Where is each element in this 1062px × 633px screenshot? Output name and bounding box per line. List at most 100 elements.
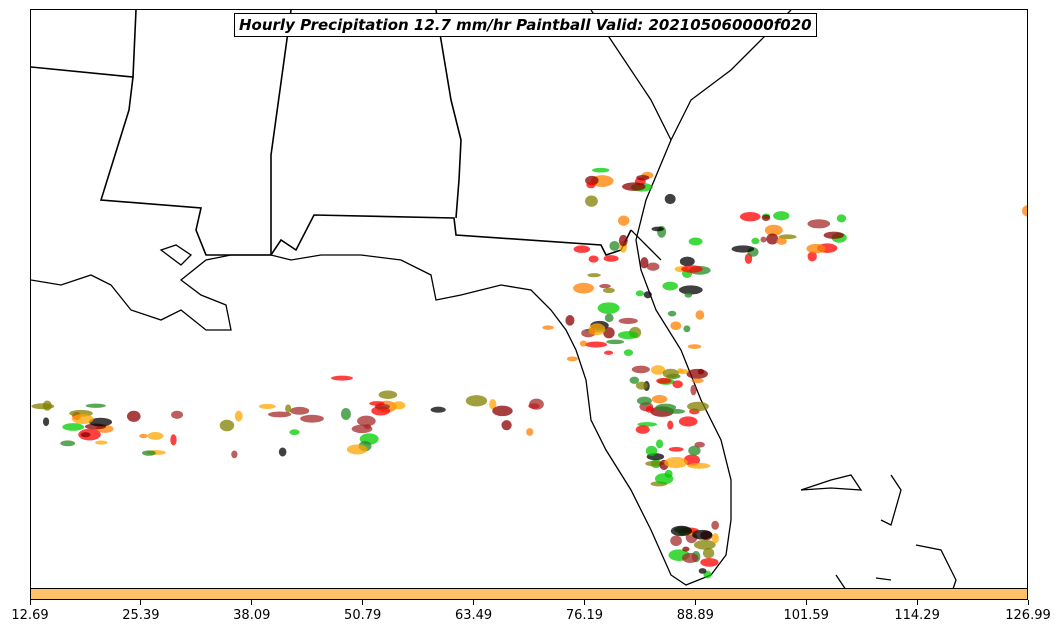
precip-blob bbox=[592, 167, 610, 173]
precip-blob bbox=[378, 390, 398, 400]
precip-blob bbox=[430, 406, 446, 413]
precip-blob bbox=[807, 251, 817, 262]
precip-blob bbox=[268, 411, 292, 418]
precip-blob bbox=[667, 409, 686, 414]
precip-blob bbox=[683, 454, 701, 466]
precip-blob bbox=[579, 340, 588, 347]
precip-blob bbox=[677, 368, 684, 374]
colorbar-tick-label: 76.19 bbox=[565, 608, 604, 623]
precip-blob bbox=[585, 195, 598, 207]
precip-blob bbox=[646, 262, 660, 271]
precip-blob bbox=[687, 401, 709, 412]
precip-blob bbox=[602, 287, 615, 293]
precip-blob bbox=[664, 193, 676, 205]
precip-blob bbox=[678, 285, 703, 295]
precip-blob bbox=[697, 368, 705, 375]
precip-blob bbox=[369, 401, 385, 406]
precip-blob bbox=[42, 417, 50, 427]
precip-blob bbox=[501, 420, 512, 431]
precip-blob bbox=[670, 321, 682, 331]
precip-blob bbox=[683, 325, 691, 333]
precip-blob bbox=[640, 257, 649, 269]
precip-blob bbox=[645, 406, 654, 413]
precip-blob bbox=[285, 404, 292, 414]
precip-blob bbox=[686, 368, 708, 379]
precip-blob bbox=[42, 400, 52, 411]
colorbar-tick bbox=[362, 600, 364, 605]
colorbar-tick bbox=[29, 600, 31, 605]
state-borders bbox=[31, 10, 632, 256]
precip-blob bbox=[643, 291, 652, 299]
precip-blob bbox=[751, 237, 760, 245]
precip-blob bbox=[691, 378, 704, 384]
map-canvas bbox=[31, 10, 1027, 596]
precip-blob bbox=[126, 410, 141, 422]
coastline bbox=[31, 10, 957, 596]
precip-blob bbox=[289, 429, 300, 436]
precip-blob bbox=[645, 445, 658, 457]
precip-blob bbox=[761, 214, 771, 221]
precip-blob bbox=[604, 350, 614, 355]
precip-blob bbox=[604, 313, 614, 323]
colorbar-tick bbox=[805, 600, 807, 605]
precip-blob bbox=[654, 473, 674, 485]
precip-blob bbox=[60, 440, 76, 447]
precip-blob bbox=[147, 432, 164, 440]
precip-blob bbox=[731, 245, 755, 253]
precip-blob bbox=[690, 384, 697, 396]
precip-blob bbox=[664, 456, 688, 469]
precip-blob bbox=[702, 547, 715, 559]
precip-blob bbox=[1022, 205, 1027, 217]
colorbar-tick-label: 88.89 bbox=[676, 608, 714, 623]
precip-blob bbox=[599, 284, 611, 289]
precip-blob bbox=[542, 325, 554, 330]
colorbar-tick bbox=[473, 600, 475, 605]
precip-blob bbox=[651, 226, 664, 232]
colorbar bbox=[30, 588, 1028, 600]
precip-blob bbox=[776, 237, 787, 245]
precip-blob bbox=[391, 401, 406, 410]
colorbar-tick bbox=[251, 600, 253, 605]
precip-blob bbox=[340, 408, 351, 420]
precip-blob bbox=[170, 434, 177, 446]
colorbar-tick bbox=[140, 600, 142, 605]
precip-blob bbox=[622, 182, 646, 191]
colorbar-tick bbox=[1027, 600, 1029, 605]
precip-blob bbox=[681, 265, 703, 273]
precip-blob bbox=[139, 433, 148, 439]
map-title: Hourly Precipitation 12.7 mm/hr Paintbal… bbox=[234, 13, 817, 37]
precip-blob bbox=[766, 233, 779, 245]
precip-blob bbox=[711, 533, 719, 544]
precip-blob bbox=[668, 446, 684, 452]
precip-blob bbox=[588, 327, 595, 335]
precip-blob bbox=[597, 302, 620, 314]
precip-blob bbox=[806, 243, 826, 254]
precip-blob bbox=[258, 403, 276, 409]
precip-blob bbox=[300, 414, 324, 423]
colorbar-tick bbox=[694, 600, 696, 605]
precip-blob bbox=[635, 425, 650, 434]
precip-blob bbox=[95, 440, 108, 445]
precip-blob bbox=[656, 377, 672, 384]
precip-blob bbox=[656, 439, 664, 449]
precip-blob bbox=[679, 256, 695, 267]
precip-blob bbox=[695, 310, 705, 320]
precip-blob bbox=[688, 237, 703, 246]
colorbar-tick-label: 25.39 bbox=[122, 608, 160, 623]
precip-blob bbox=[618, 317, 638, 324]
precip-blob bbox=[526, 428, 534, 436]
precip-blob bbox=[618, 234, 628, 247]
precip-blob bbox=[682, 552, 699, 563]
colorbar-tick-label: 101.59 bbox=[783, 608, 829, 623]
colorbar-tick-label: 126.99 bbox=[1005, 608, 1051, 623]
precip-blob bbox=[85, 403, 106, 408]
precip-blob bbox=[807, 219, 831, 229]
precip-blob bbox=[219, 419, 235, 432]
precip-blob bbox=[617, 331, 639, 340]
precip-blob bbox=[609, 240, 620, 251]
precip-blob bbox=[700, 557, 719, 567]
precip-blob bbox=[651, 394, 668, 404]
precip-blob bbox=[764, 224, 783, 236]
precip-blob bbox=[489, 398, 497, 410]
precip-blob bbox=[566, 356, 578, 362]
